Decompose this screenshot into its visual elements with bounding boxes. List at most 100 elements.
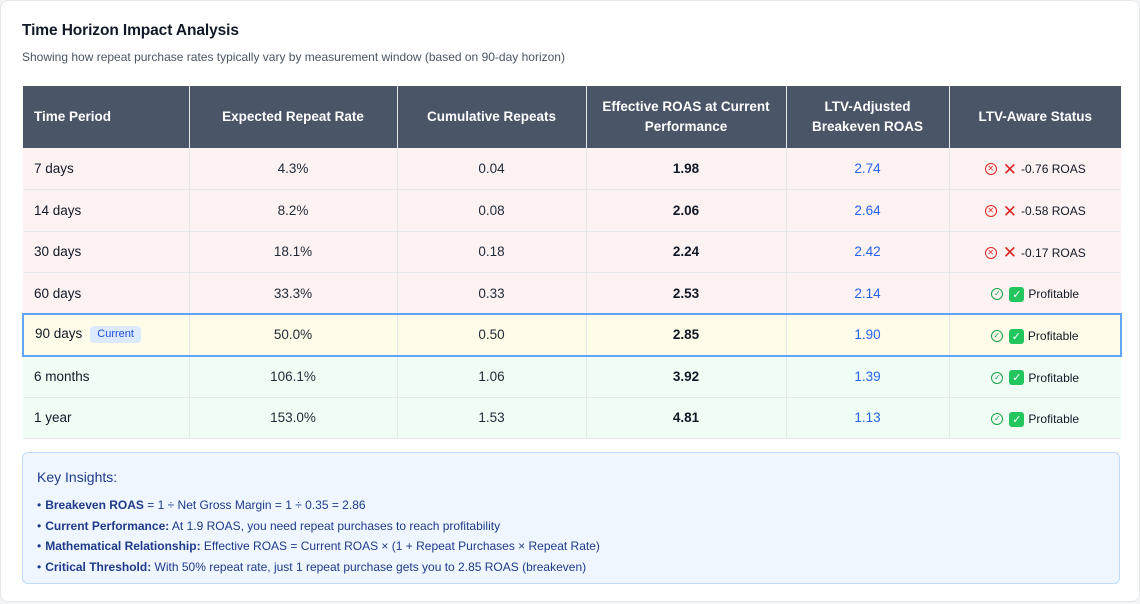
cell-time-period: 6 months [23,355,190,398]
insight-item: • Current Performance: At 1.9 ROAS, you n… [37,516,1105,537]
cell-repeat-rate: 18.1% [189,231,398,273]
status-badge: ✕ ✕ -0.58 ROAS [984,201,1086,221]
check-circle-icon: ✓ [991,288,1004,301]
cell-cumulative-repeats: 0.04 [397,148,587,190]
check-mark-icon: ✓ [1009,286,1025,302]
cell-breakeven-roas: 1.13 [786,397,950,439]
cell-breakeven-roas: 1.90 [786,313,950,357]
cell-repeat-rate: 50.0% [189,313,398,357]
page-subtitle: Showing how repeat purchase rates typica… [22,50,565,64]
time-period-label: 90 days [35,326,83,342]
cross-mark-icon: ✕ [1002,201,1018,221]
insight-label: Breakeven ROAS [45,498,144,512]
cell-status: ✕ ✕ -0.76 ROAS [949,148,1121,190]
x-circle-icon: ✕ [984,163,997,176]
x-circle-icon: ✕ [984,246,997,259]
cell-effective-roas: 3.92 [586,355,787,398]
cell-breakeven-roas: 2.74 [786,148,950,190]
time-period-label: 30 days [34,244,82,260]
status-text: -0.58 ROAS [1021,204,1086,218]
insight-label: Mathematical Relationship: [45,539,201,553]
table-row: 90 days Current 50.0% 0.50 2.85 1.90 ✓ ✓ Profita… [22,313,1122,357]
check-circle-icon: ✓ [990,330,1003,342]
column-header-repeat-rate: Expected Repeat Rate [189,86,398,148]
insight-item: • Mathematical Relationship: Effective RO… [37,536,1105,557]
table-row: 6 months 106.1% 1.06 3.92 1.39 ✓ ✓ Profitable [23,355,1121,398]
cell-effective-roas: 2.85 [586,313,787,357]
cell-breakeven-roas: 1.39 [786,355,950,398]
time-period-label: 7 days [34,161,74,176]
column-header-status: LTV-Aware Status [949,86,1121,148]
cell-breakeven-roas: 2.42 [786,231,950,273]
cell-status: ✓ ✓ Profitable [949,272,1121,315]
bullet-icon: • [37,518,42,533]
insight-item: • Breakeven ROAS = 1 ÷ Net Gross Margin =… [37,495,1105,516]
status-text: Profitable [1028,370,1080,385]
cell-cumulative-repeats: 0.08 [397,189,587,232]
key-insights-panel: Key Insights: • Breakeven ROAS = 1 ÷ Net … [22,452,1120,584]
insight-text: With 50% repeat rate, just 1 repeat purc… [151,559,587,574]
cell-time-period: 60 days [23,272,190,315]
check-mark-icon: ✓ [1009,411,1025,427]
cell-time-period: 90 days Current [22,313,190,357]
time-period-label: 14 days [34,202,82,218]
cell-time-period: 1 year [23,397,190,439]
cell-cumulative-repeats: 0.18 [397,231,587,273]
cross-mark-icon: ✕ [1002,159,1018,179]
table-row: 7 days 4.3% 0.04 1.98 2.74 ✕ ✕ -0.76 ROAS [23,148,1121,190]
check-circle-icon: ✓ [991,371,1004,384]
status-badge: ✕ ✕ -0.76 ROAS [984,159,1086,179]
status-text: -0.17 ROAS [1021,245,1086,260]
insights-list: • Breakeven ROAS = 1 ÷ Net Gross Margin =… [37,495,1105,577]
insight-text: = 1 ÷ Net Gross Margin = 1 ÷ 0.35 = 2.86 [143,498,366,512]
status-text: Profitable [1027,329,1079,343]
cell-time-period: 14 days [23,189,190,232]
cell-effective-roas: 4.81 [586,397,787,439]
status-badge: ✓ ✓ Profitable [991,286,1080,302]
status-text: -0.76 ROAS [1021,162,1086,177]
column-header-time-period: Time Period [23,86,190,148]
status-text: Profitable [1028,287,1080,302]
page-title: Time Horizon Impact Analysis [22,22,239,39]
x-circle-icon: ✕ [984,205,997,217]
cell-status: ✕ ✕ -0.17 ROAS [949,231,1121,273]
cell-status: ✓ ✓ Profitable [949,355,1121,398]
cell-effective-roas: 1.98 [586,148,787,190]
table-body: 7 days 4.3% 0.04 1.98 2.74 ✕ ✕ -0.76 ROAS 14 day… [22,148,1122,439]
cell-repeat-rate: 33.3% [189,272,398,315]
current-badge: Current [90,326,141,344]
check-mark-icon: ✓ [1008,328,1024,344]
time-period-label: 6 months [34,369,90,384]
column-header-cumulative-repeats: Cumulative Repeats [397,86,587,148]
cell-repeat-rate: 153.0% [189,397,398,439]
cell-status: ✓ ✓ Profitable [949,313,1122,357]
cell-repeat-rate: 4.3% [189,148,398,190]
table-row: 1 year 153.0% 1.53 4.81 1.13 ✓ ✓ Profitable [23,397,1121,439]
check-circle-icon: ✓ [991,413,1004,425]
table-row: 14 days 8.2% 0.08 2.06 2.64 ✕ ✕ -0.58 ROAS [23,189,1121,232]
cell-cumulative-repeats: 0.50 [397,313,587,357]
cell-repeat-rate: 106.1% [189,355,398,398]
insight-item: • Critical Threshold: With 50% repeat rat… [37,557,1105,578]
cell-effective-roas: 2.53 [586,272,787,315]
cell-effective-roas: 2.24 [586,231,787,273]
cell-cumulative-repeats: 1.06 [397,355,587,398]
status-badge: ✓ ✓ Profitable [990,328,1079,344]
cell-repeat-rate: 8.2% [189,189,398,232]
insights-title: Key Insights: [37,469,118,485]
cell-cumulative-repeats: 0.33 [397,272,587,315]
check-mark-icon: ✓ [1009,370,1025,386]
time-period-label: 1 year [34,410,72,426]
status-badge: ✓ ✓ Profitable [991,370,1080,386]
insight-text: Effective ROAS = Current ROAS × (1 + Rep… [200,539,600,553]
column-header-effective-roas: Effective ROAS at Current Performance [586,86,787,148]
table-header: Time Period Expected Repeat Rate Cumulat… [23,86,1121,148]
cell-status: ✓ ✓ Profitable [949,397,1121,439]
insight-text: At 1.9 ROAS, you need repeat purchases t… [169,518,501,533]
cell-breakeven-roas: 2.64 [786,189,950,232]
table-row: 60 days 33.3% 0.33 2.53 2.14 ✓ ✓ Profitable [23,272,1121,315]
cell-cumulative-repeats: 1.53 [397,397,587,439]
insight-label: Current Performance: [45,518,170,533]
time-period-label: 60 days [34,285,82,301]
